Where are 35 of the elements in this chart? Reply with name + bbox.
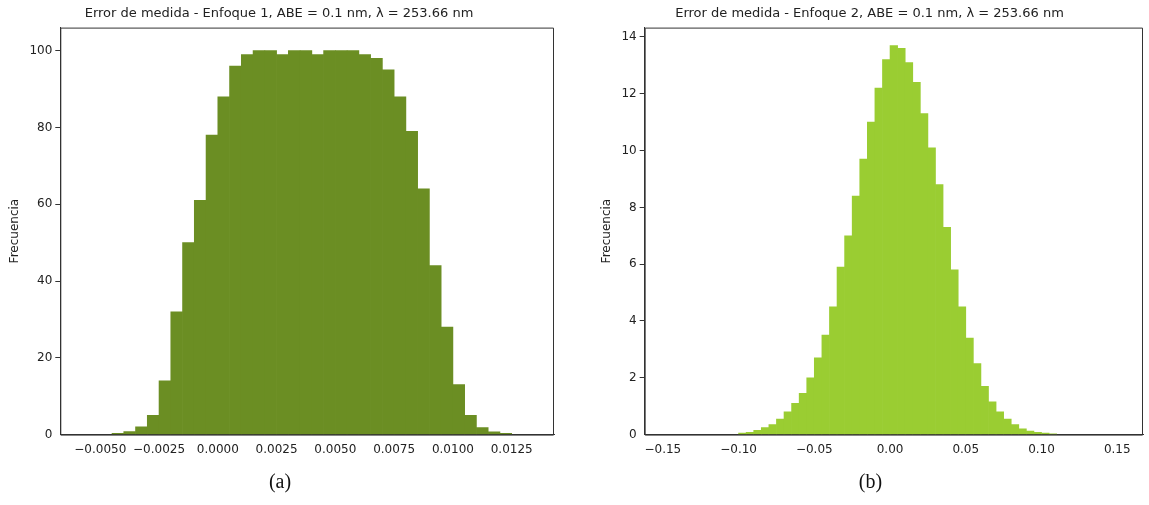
x-tick-label: 0.0000 [196, 441, 239, 456]
x-tick-label: −0.0025 [133, 441, 186, 456]
x-tick-label: −0.0050 [74, 441, 127, 456]
y-tick-label: 20 [37, 349, 53, 364]
chart-title: Error de medida - Enfoque 1, ABE = 0.1 nm, λ = 253.66 nm [84, 5, 474, 21]
y-axis-title: Frecuencia [599, 198, 614, 264]
y-tick-label: 40 [37, 273, 53, 288]
x-tick-label: −0.05 [795, 441, 833, 456]
x-tick-label: 0.10 [1028, 441, 1055, 456]
x-tick-label: 0.0100 [431, 441, 474, 456]
x-tick-label: −0.10 [720, 441, 757, 456]
y-tick-label: 4 [629, 313, 637, 328]
x-tick-label: 0.0075 [373, 441, 416, 456]
x-tick-label: 0.15 [1103, 441, 1131, 456]
y-axis-title: Frecuencia [7, 198, 22, 264]
y-tick-label: 10 [621, 142, 637, 157]
y-tick-label: 0 [44, 426, 53, 441]
y-tick-label: 2 [629, 369, 637, 384]
y-tick-label: 6 [629, 256, 637, 271]
y-tick-label: 0 [629, 426, 637, 441]
y-tick-label: 100 [29, 42, 53, 57]
x-tick-label: 0.0025 [255, 441, 298, 456]
y-tick-label: 8 [629, 199, 637, 214]
x-tick-label: 0.05 [952, 441, 980, 456]
x-tick-label: 0.00 [876, 441, 904, 456]
y-tick-label: 12 [621, 85, 637, 100]
y-tick-label: 80 [37, 119, 53, 134]
text: (a) [267, 470, 293, 493]
y-tick-label: 14 [621, 29, 637, 44]
x-tick-label: −0.15 [644, 441, 682, 456]
chart-title: Error de medida - Enfoque 2, ABE = 0.1 nm, λ = 253.66 nm [675, 5, 1064, 21]
y-tick-label: 60 [37, 196, 53, 211]
x-tick-label: 0.0125 [490, 441, 533, 456]
x-tick-label: 0.0050 [314, 441, 357, 456]
text: (b) [857, 470, 884, 493]
